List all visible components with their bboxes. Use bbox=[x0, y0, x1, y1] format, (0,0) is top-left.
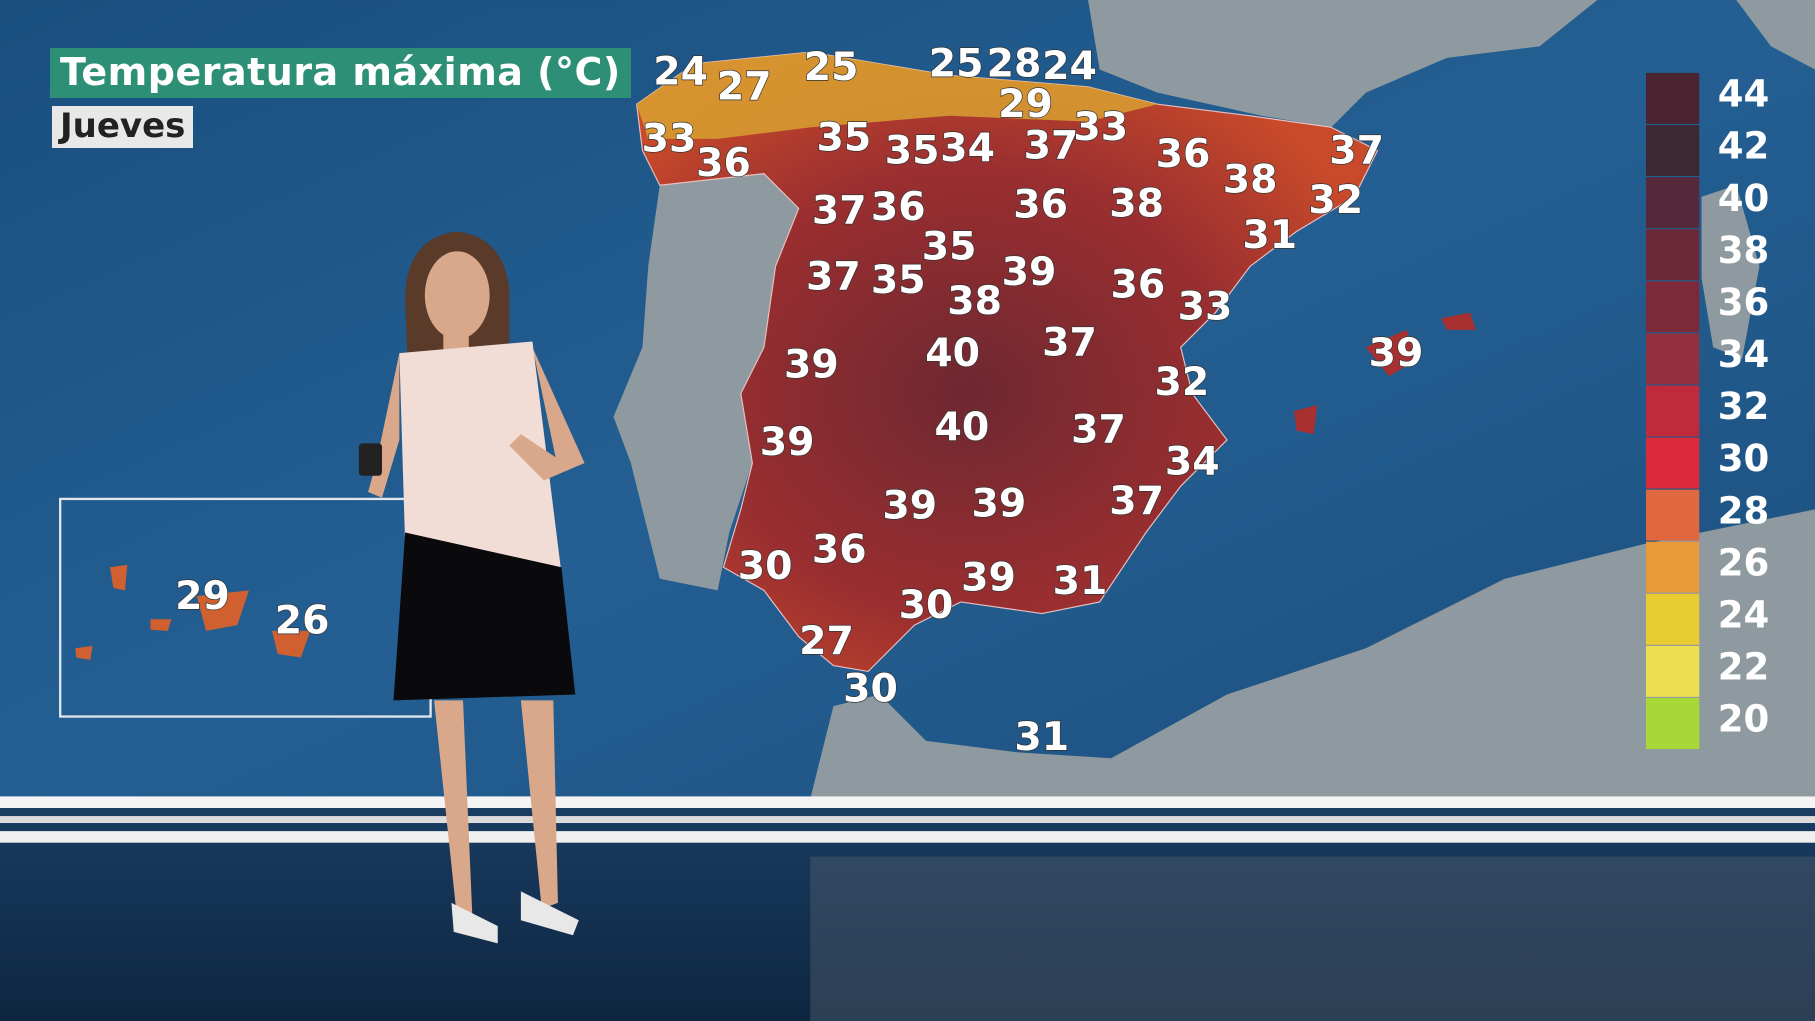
temperature-label: 34 bbox=[940, 125, 995, 171]
map-title: Temperatura máxima (°C) bbox=[50, 48, 631, 98]
temperature-label: 30 bbox=[738, 543, 793, 589]
temperature-label: 34 bbox=[1165, 439, 1220, 485]
temperature-label: 29 bbox=[998, 81, 1053, 127]
spain-land bbox=[636, 51, 1379, 673]
legend-label: 24 bbox=[1718, 593, 1770, 636]
temperature-label: 36 bbox=[1013, 182, 1068, 228]
temperature-label: 40 bbox=[935, 404, 990, 450]
temperature-label: 37 bbox=[806, 253, 861, 299]
legend-swatch bbox=[1646, 541, 1700, 593]
temperature-label: 36 bbox=[696, 140, 751, 186]
legend-swatch bbox=[1646, 593, 1700, 645]
temperature-label: 38 bbox=[1223, 156, 1278, 202]
temperature-label: 27 bbox=[799, 618, 854, 664]
temperature-label: 35 bbox=[922, 223, 977, 269]
temperature-label: 39 bbox=[961, 554, 1016, 600]
temperature-label: 35 bbox=[816, 115, 871, 161]
temperature-label: 37 bbox=[1071, 406, 1126, 452]
temperature-label: 37 bbox=[1042, 319, 1097, 365]
sardinia-italy bbox=[1701, 0, 1815, 359]
temperature-label: 39 bbox=[882, 483, 937, 529]
legend-swatch bbox=[1646, 333, 1700, 385]
temperature-label: 36 bbox=[871, 184, 926, 230]
legend-label: 32 bbox=[1718, 385, 1770, 428]
legend-swatch bbox=[1646, 281, 1700, 333]
temperature-label: 37 bbox=[1329, 127, 1384, 173]
temperature-label: 40 bbox=[925, 330, 980, 376]
temperature-legend: 44 42 40 38 36 34 32 30 28 26 24 22 20 bbox=[1646, 73, 1769, 749]
portugal-land bbox=[613, 173, 799, 591]
temperature-label: 37 bbox=[1024, 123, 1079, 169]
canarias-temperature-label: 26 bbox=[275, 597, 330, 643]
temperature-label: 30 bbox=[843, 666, 898, 712]
temperature-label: 38 bbox=[1109, 181, 1164, 227]
temperature-label: 27 bbox=[717, 64, 772, 110]
legend-label: 22 bbox=[1718, 646, 1770, 689]
canary-islands bbox=[75, 564, 311, 660]
temperature-label: 32 bbox=[1154, 359, 1209, 405]
legend-label: 36 bbox=[1718, 281, 1770, 324]
temperature-label: 31 bbox=[1053, 558, 1108, 604]
temperature-label: 37 bbox=[812, 188, 867, 234]
balearic-islands bbox=[1294, 312, 1476, 435]
legend-swatch bbox=[1646, 177, 1700, 229]
legend-swatch bbox=[1646, 125, 1700, 176]
temperature-label: 33 bbox=[1073, 104, 1128, 150]
temperature-label: 39 bbox=[760, 419, 815, 465]
legend-swatch bbox=[1646, 385, 1700, 437]
africa-land bbox=[810, 509, 1815, 799]
temperature-label: 28 bbox=[987, 41, 1042, 87]
floor-reflection bbox=[810, 856, 1815, 1021]
temperature-label: 39 bbox=[784, 341, 839, 387]
floor-stripe bbox=[0, 831, 1815, 843]
legend-label: 28 bbox=[1718, 489, 1770, 532]
temperature-label: 32 bbox=[1308, 177, 1363, 223]
temperature-label: 30 bbox=[899, 582, 954, 628]
legend-swatch bbox=[1646, 698, 1700, 749]
legend-label: 40 bbox=[1718, 177, 1770, 220]
floor-stripe bbox=[0, 796, 1815, 808]
legend-swatch bbox=[1646, 489, 1700, 541]
temperature-label: 33 bbox=[1178, 284, 1233, 330]
temperature-label: 39 bbox=[972, 480, 1027, 526]
temperature-label: 39 bbox=[1002, 249, 1057, 295]
legend-label: 26 bbox=[1718, 541, 1770, 584]
temperature-label: 31 bbox=[1014, 714, 1069, 760]
legend-label: 34 bbox=[1718, 333, 1770, 376]
canarias-temperature-label: 29 bbox=[175, 573, 230, 619]
france-land bbox=[1088, 0, 1598, 128]
temperature-label: 36 bbox=[1110, 262, 1165, 308]
temperature-label: 36 bbox=[1156, 131, 1211, 177]
presenter bbox=[358, 231, 585, 944]
temperature-label: 33 bbox=[642, 116, 697, 162]
temperature-label: 38 bbox=[947, 278, 1002, 324]
temperature-label: 36 bbox=[812, 527, 867, 573]
legend-label: 30 bbox=[1718, 437, 1770, 480]
legend-label: 44 bbox=[1718, 73, 1770, 116]
temperature-label: 35 bbox=[885, 127, 940, 173]
temperature-label: 39 bbox=[1369, 330, 1424, 376]
temperature-label: 35 bbox=[871, 257, 926, 303]
legend-label: 20 bbox=[1718, 698, 1770, 741]
temperature-label: 37 bbox=[1109, 478, 1164, 524]
temperature-label: 24 bbox=[653, 49, 708, 95]
cantabrian-coast bbox=[636, 52, 1158, 139]
temperature-label: 24 bbox=[1042, 43, 1097, 89]
temperature-label: 31 bbox=[1242, 212, 1297, 258]
legend-swatch bbox=[1646, 229, 1700, 281]
floor-stripe bbox=[0, 816, 1815, 824]
legend-label: 42 bbox=[1718, 125, 1770, 168]
temperature-label: 25 bbox=[929, 41, 984, 87]
legend-label: 38 bbox=[1718, 229, 1770, 272]
legend-swatch bbox=[1646, 645, 1700, 697]
legend-swatch bbox=[1646, 437, 1700, 489]
day-label: Jueves bbox=[52, 106, 194, 148]
legend-swatch bbox=[1646, 72, 1700, 124]
temperature-label: 25 bbox=[804, 44, 859, 90]
